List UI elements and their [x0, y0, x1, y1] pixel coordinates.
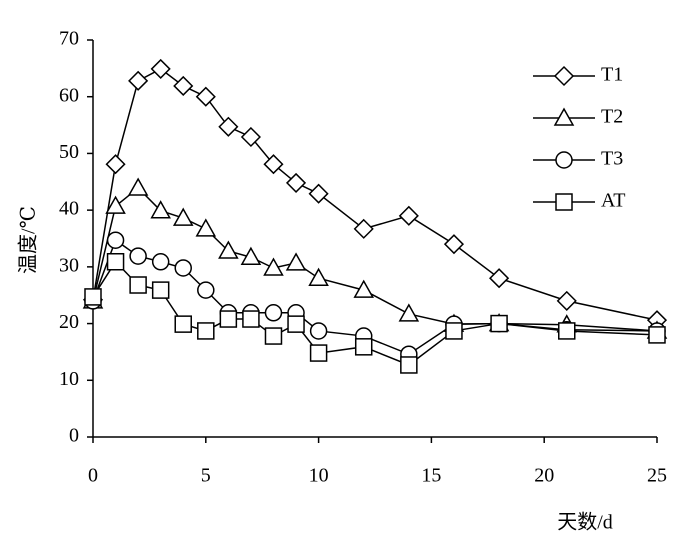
data-point	[309, 344, 328, 362]
x-tick-label: 15	[421, 465, 441, 487]
data-point	[197, 281, 215, 299]
y-tick-label: 50	[59, 141, 79, 163]
data-point	[308, 183, 329, 204]
data-point	[105, 154, 126, 175]
x-tick-label: 20	[534, 465, 554, 487]
data-point	[150, 58, 171, 79]
y-tick-label: 10	[59, 368, 79, 390]
data-point	[105, 195, 126, 214]
data-point	[129, 247, 147, 265]
legend-label: T3	[601, 148, 623, 170]
data-point	[398, 205, 419, 226]
data-point	[106, 253, 125, 271]
y-axis-label: 温度/℃	[17, 206, 40, 274]
x-axis-label: 天数/d	[557, 511, 613, 534]
data-point	[556, 290, 577, 311]
y-tick-label: 60	[59, 84, 79, 106]
data-point	[128, 70, 149, 91]
legend-label: T1	[601, 64, 623, 86]
data-point	[218, 116, 239, 137]
data-point	[285, 252, 307, 271]
data-point	[173, 75, 194, 96]
x-tick-label: 10	[309, 465, 329, 487]
data-point	[172, 207, 194, 226]
data-point	[197, 322, 215, 340]
data-point	[174, 259, 192, 277]
x-tick-label: 5	[201, 465, 211, 487]
data-point	[242, 310, 260, 328]
data-point	[400, 356, 418, 374]
data-point	[151, 253, 170, 271]
data-point	[151, 281, 170, 299]
data-point	[150, 200, 171, 219]
data-point	[489, 268, 510, 289]
x-tick-label: 0	[88, 465, 98, 487]
data-point	[240, 246, 262, 265]
data-point	[354, 338, 373, 356]
x-tick-label: 25	[647, 465, 667, 487]
legend-marker	[555, 151, 573, 169]
data-point	[263, 257, 284, 276]
data-point	[648, 326, 666, 344]
data-point	[127, 177, 149, 196]
legend-marker	[553, 65, 575, 87]
y-tick-label: 20	[59, 311, 79, 333]
data-point	[309, 322, 328, 340]
data-point	[84, 288, 102, 306]
data-point	[264, 304, 283, 322]
data-point	[353, 279, 375, 298]
data-point	[490, 314, 508, 333]
data-point	[263, 154, 284, 175]
legend-label: T2	[601, 106, 623, 128]
data-point	[174, 315, 192, 333]
legend-marker	[553, 107, 575, 126]
data-point	[195, 218, 217, 237]
series-line	[92, 260, 658, 366]
data-point	[285, 172, 307, 193]
data-point	[308, 267, 329, 286]
data-point	[443, 234, 465, 255]
y-tick-label: 30	[59, 254, 79, 276]
legend-marker	[555, 193, 573, 211]
y-tick-label: 40	[59, 198, 79, 220]
data-point	[219, 310, 238, 328]
data-point	[558, 322, 576, 340]
data-point	[218, 240, 239, 259]
legend-label: AT	[601, 190, 625, 212]
data-point	[106, 231, 125, 249]
data-point	[398, 303, 420, 322]
data-point	[195, 86, 216, 107]
data-point	[129, 276, 147, 294]
data-point	[445, 322, 463, 340]
data-point	[287, 315, 305, 333]
y-tick-label: 70	[59, 28, 79, 50]
data-point	[353, 218, 374, 239]
data-point	[240, 126, 261, 148]
y-tick-label: 0	[69, 425, 79, 447]
data-point	[264, 327, 283, 345]
